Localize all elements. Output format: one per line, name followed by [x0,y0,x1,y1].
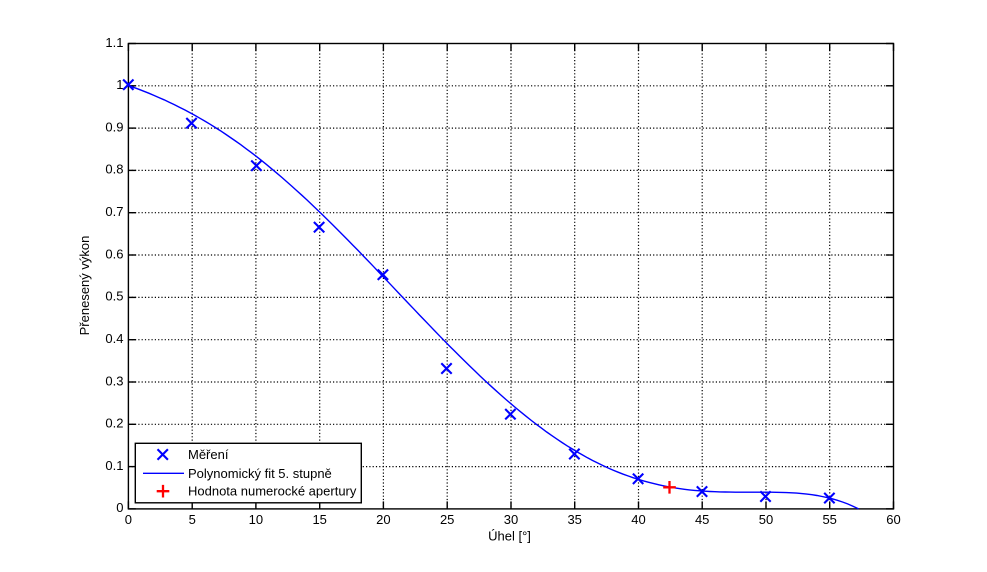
svg-text:0.9: 0.9 [105,119,123,134]
svg-text:50: 50 [759,512,773,527]
svg-text:Hodnota numerocké apertury: Hodnota numerocké apertury [188,484,357,499]
svg-text:40: 40 [631,512,645,527]
svg-text:0.6: 0.6 [105,246,123,261]
svg-text:10: 10 [249,512,263,527]
svg-text:45: 45 [695,512,709,527]
svg-text:0.1: 0.1 [105,458,123,473]
svg-text:25: 25 [440,512,454,527]
svg-text:0.3: 0.3 [105,373,123,388]
svg-text:35: 35 [567,512,581,527]
svg-text:1.1: 1.1 [105,35,123,50]
svg-text:0: 0 [125,512,132,527]
svg-text:0.4: 0.4 [105,331,123,346]
svg-text:20: 20 [376,512,390,527]
svg-text:0.7: 0.7 [105,204,123,219]
svg-text:0: 0 [116,500,123,515]
svg-text:Měření: Měření [188,447,229,462]
svg-text:60: 60 [886,512,900,527]
svg-text:5: 5 [189,512,196,527]
svg-text:55: 55 [822,512,836,527]
svg-text:15: 15 [312,512,326,527]
svg-text:Polynomický fit 5. stupně: Polynomický fit 5. stupně [188,466,332,481]
svg-text:Přenesený výkon: Přenesený výkon [77,236,92,336]
svg-text:0.8: 0.8 [105,162,123,177]
svg-text:Úhel [°]: Úhel [°] [488,529,531,544]
svg-text:1: 1 [116,77,123,92]
svg-text:0.5: 0.5 [105,289,123,304]
svg-text:30: 30 [504,512,518,527]
svg-text:0.2: 0.2 [105,416,123,431]
